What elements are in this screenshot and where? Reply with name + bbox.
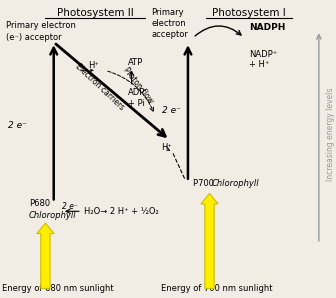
Polygon shape <box>201 193 218 288</box>
Text: NADPH: NADPH <box>249 23 286 32</box>
Text: 2 e⁻: 2 e⁻ <box>62 202 78 211</box>
Text: H₂O→ 2 H⁺ + ½O₂: H₂O→ 2 H⁺ + ½O₂ <box>84 207 158 216</box>
Text: Electron carriers: Electron carriers <box>74 62 126 112</box>
Text: Photosystem II: Photosystem II <box>57 8 133 18</box>
Text: P700: P700 <box>193 179 216 188</box>
Text: 2 e⁻: 2 e⁻ <box>8 121 27 130</box>
Text: H⁺: H⁺ <box>161 143 172 152</box>
Text: Primary
electron
acceptor: Primary electron acceptor <box>152 8 188 39</box>
Text: Increasing energy levels: Increasing energy levels <box>326 88 335 181</box>
Text: P680: P680 <box>29 199 50 208</box>
Text: Chlorophyll: Chlorophyll <box>29 211 77 220</box>
Text: H⁺: H⁺ <box>88 61 99 70</box>
Text: Photosystem I: Photosystem I <box>212 8 286 18</box>
Text: Proton flow: Proton flow <box>121 66 155 105</box>
Text: ATP: ATP <box>128 58 143 67</box>
Text: Energy of 680 nm sunlight: Energy of 680 nm sunlight <box>2 284 114 293</box>
Polygon shape <box>37 223 54 288</box>
Text: NADP⁺
+ H⁺: NADP⁺ + H⁺ <box>249 50 278 69</box>
Text: Primary electron
(e⁻) acceptor: Primary electron (e⁻) acceptor <box>6 21 76 41</box>
Text: ADP
+ Pi: ADP + Pi <box>128 88 146 108</box>
Text: Energy of 700 nm sunlight: Energy of 700 nm sunlight <box>161 284 273 293</box>
Text: 2 e⁻: 2 e⁻ <box>162 106 181 115</box>
Text: Chlorophyll: Chlorophyll <box>211 179 259 188</box>
